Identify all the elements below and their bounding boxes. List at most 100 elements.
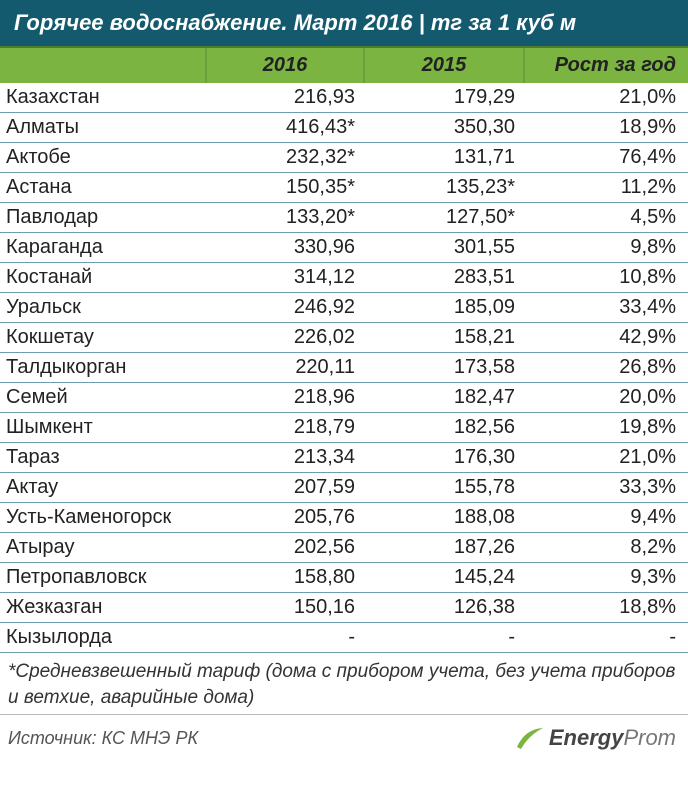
table-row: Петропавловск158,80145,249,3% [0, 563, 688, 593]
table-header: 2016 2015 Рост за год [0, 46, 688, 83]
cell-name: Астана [0, 176, 205, 199]
table-row: Алматы416,43*350,3018,9% [0, 113, 688, 143]
cell-growth: 18,8% [525, 596, 688, 619]
cell-2016: 202,56 [205, 536, 365, 559]
cell-2015: 176,30 [365, 446, 525, 469]
cell-2015: 145,24 [365, 566, 525, 589]
table-row: Павлодар133,20*127,50*4,5% [0, 203, 688, 233]
footnote: *Средневзвешенный тариф (дома с прибором… [0, 653, 688, 715]
cell-name: Актау [0, 476, 205, 499]
cell-2015: 127,50* [365, 206, 525, 229]
cell-2015: - [365, 626, 525, 649]
cell-name: Костанай [0, 266, 205, 289]
cell-name: Семей [0, 386, 205, 409]
cell-2015: 188,08 [365, 506, 525, 529]
table-row: Уральск246,92185,0933,4% [0, 293, 688, 323]
cell-growth: 26,8% [525, 356, 688, 379]
cell-2015: 350,30 [365, 116, 525, 139]
cell-name: Атырау [0, 536, 205, 559]
cell-2016: 150,16 [205, 596, 365, 619]
header-2016: 2016 [205, 48, 365, 83]
table-row: Актау207,59155,7833,3% [0, 473, 688, 503]
cell-growth: 9,3% [525, 566, 688, 589]
cell-2016: 416,43* [205, 116, 365, 139]
header-name [0, 48, 205, 83]
table-row: Астана150,35*135,23*11,2% [0, 173, 688, 203]
cell-2016: 226,02 [205, 326, 365, 349]
cell-2015: 187,26 [365, 536, 525, 559]
table-container: Горячее водоснабжение. Март 2016 | тг за… [0, 0, 688, 765]
cell-name: Алматы [0, 116, 205, 139]
footer: Источник: КС МНЭ РК EnergyProm [0, 715, 688, 765]
cell-growth: 42,9% [525, 326, 688, 349]
cell-name: Казахстан [0, 86, 205, 109]
cell-growth: 21,0% [525, 446, 688, 469]
cell-name: Актобе [0, 146, 205, 169]
table-row: Жезказган150,16126,3818,8% [0, 593, 688, 623]
header-growth: Рост за год [525, 48, 688, 83]
cell-growth: 20,0% [525, 386, 688, 409]
cell-2016: 150,35* [205, 176, 365, 199]
table-row: Шымкент218,79182,5619,8% [0, 413, 688, 443]
cell-growth: 19,8% [525, 416, 688, 439]
cell-name: Жезказган [0, 596, 205, 619]
cell-2016: 133,20* [205, 206, 365, 229]
cell-growth: 33,3% [525, 476, 688, 499]
cell-2016: 246,92 [205, 296, 365, 319]
table-row: Усть-Каменогорск205,76188,089,4% [0, 503, 688, 533]
table-row: Костанай314,12283,5110,8% [0, 263, 688, 293]
cell-name: Кокшетау [0, 326, 205, 349]
cell-name: Шымкент [0, 416, 205, 439]
cell-2016: 158,80 [205, 566, 365, 589]
cell-2016: 314,12 [205, 266, 365, 289]
cell-growth: 21,0% [525, 86, 688, 109]
cell-growth: 33,4% [525, 296, 688, 319]
logo: EnergyProm [515, 725, 676, 751]
table-row: Караганда330,96301,559,8% [0, 233, 688, 263]
cell-growth: 10,8% [525, 266, 688, 289]
cell-name: Петропавловск [0, 566, 205, 589]
source-text: Источник: КС МНЭ РК [8, 728, 198, 749]
cell-2015: 158,21 [365, 326, 525, 349]
table-row: Казахстан216,93179,2921,0% [0, 83, 688, 113]
table-row: Кызылорда--- [0, 623, 688, 653]
cell-2016: - [205, 626, 365, 649]
cell-2016: 330,96 [205, 236, 365, 259]
header-2015: 2015 [365, 48, 525, 83]
cell-2015: 283,51 [365, 266, 525, 289]
table-row: Актобе232,32*131,7176,4% [0, 143, 688, 173]
cell-growth: 9,4% [525, 506, 688, 529]
cell-2015: 155,78 [365, 476, 525, 499]
logo-text-1: Energy [549, 725, 624, 751]
cell-2015: 173,58 [365, 356, 525, 379]
cell-2015: 126,38 [365, 596, 525, 619]
cell-2016: 207,59 [205, 476, 365, 499]
cell-growth: 76,4% [525, 146, 688, 169]
cell-2015: 182,47 [365, 386, 525, 409]
logo-swoosh-icon [515, 725, 545, 751]
cell-growth: 9,8% [525, 236, 688, 259]
cell-name: Уральск [0, 296, 205, 319]
table-row: Тараз213,34176,3021,0% [0, 443, 688, 473]
cell-growth: 11,2% [525, 176, 688, 199]
cell-name: Кызылорда [0, 626, 205, 649]
table-row: Атырау202,56187,268,2% [0, 533, 688, 563]
logo-text-2: Prom [623, 725, 676, 751]
cell-2016: 232,32* [205, 146, 365, 169]
table-row: Талдыкорган220,11173,5826,8% [0, 353, 688, 383]
cell-2015: 135,23* [365, 176, 525, 199]
cell-name: Усть-Каменогорск [0, 506, 205, 529]
cell-2016: 218,79 [205, 416, 365, 439]
cell-name: Талдыкорган [0, 356, 205, 379]
cell-2016: 205,76 [205, 506, 365, 529]
cell-2015: 131,71 [365, 146, 525, 169]
cell-2016: 218,96 [205, 386, 365, 409]
cell-growth: 8,2% [525, 536, 688, 559]
cell-name: Тараз [0, 446, 205, 469]
cell-2016: 216,93 [205, 86, 365, 109]
table-row: Семей218,96182,4720,0% [0, 383, 688, 413]
cell-growth: - [525, 626, 688, 649]
cell-2016: 213,34 [205, 446, 365, 469]
cell-growth: 4,5% [525, 206, 688, 229]
cell-2015: 185,09 [365, 296, 525, 319]
